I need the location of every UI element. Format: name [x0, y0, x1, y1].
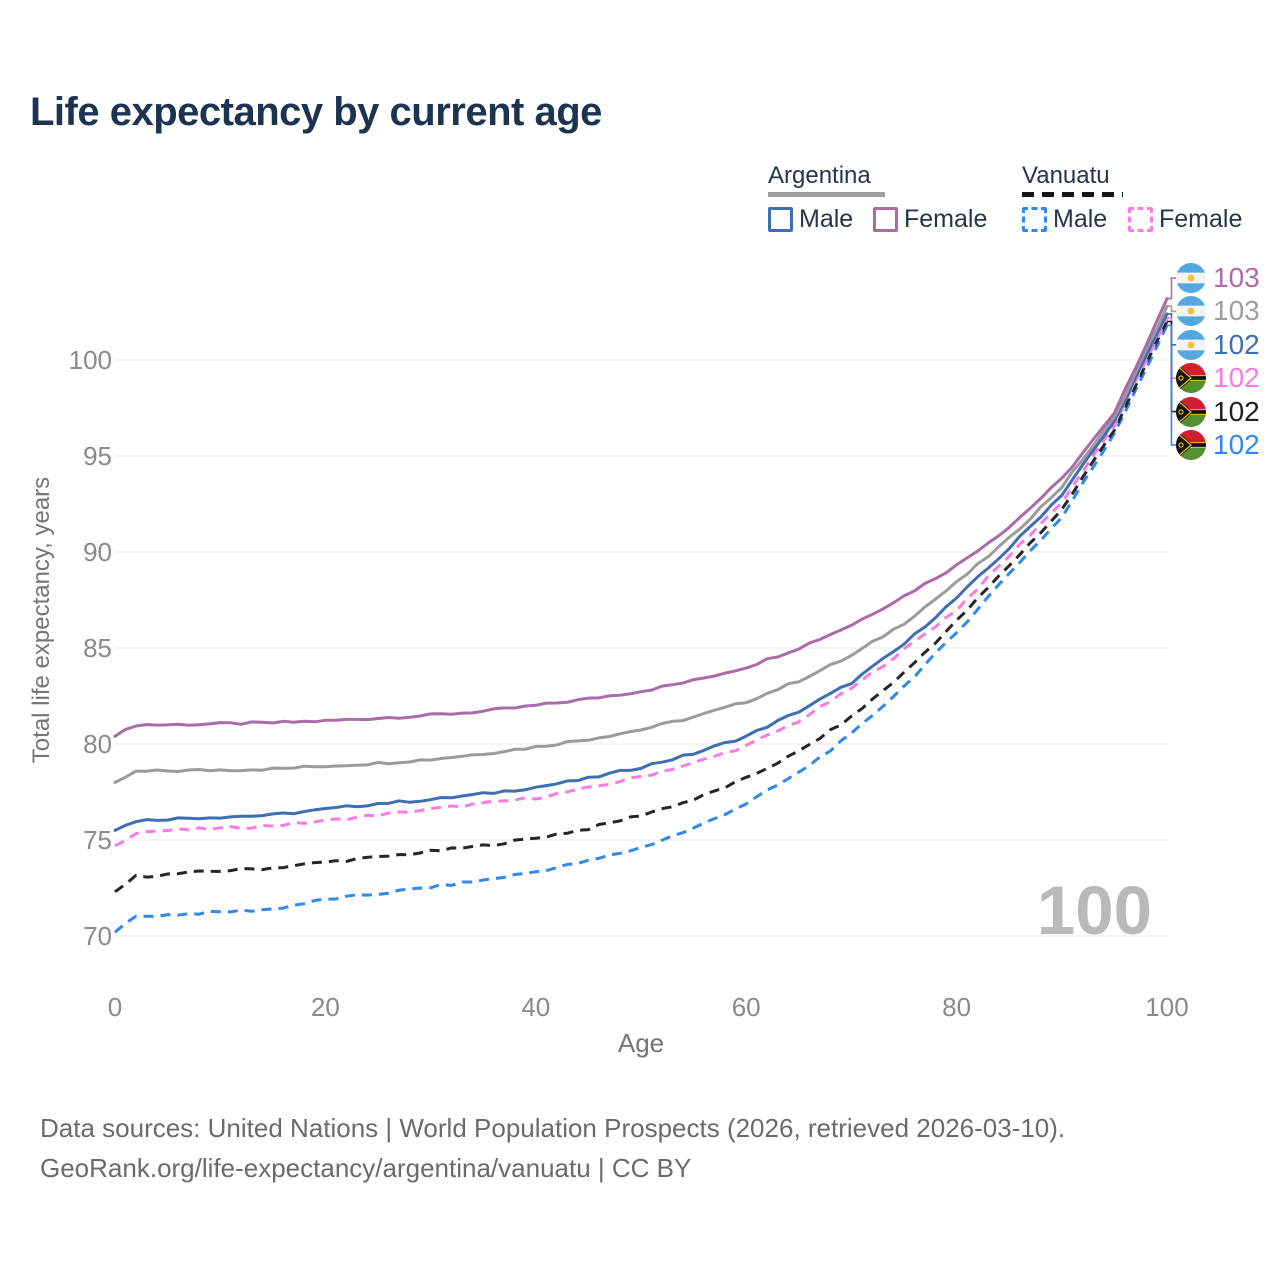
y-tick-label: 90 [83, 537, 112, 567]
vanuatu-dashed-line-sample [1022, 192, 1123, 197]
page-title: Life expectancy by current age [30, 90, 602, 134]
x-tick-label: 100 [1145, 992, 1189, 1022]
series-line-vanuatu-both-sexes [114, 320, 1169, 894]
y-tick-label: 75 [83, 825, 112, 855]
argentina-flag-icon [1176, 296, 1206, 327]
end-value-text: 103 [1213, 262, 1260, 293]
end-value-text: 102 [1213, 328, 1260, 360]
age-counter-watermark: 100 [1036, 872, 1152, 949]
legend-group-vanuatu[interactable]: Vanuatu [1022, 162, 1110, 189]
legend-item-argentina-male[interactable]: Male [768, 205, 853, 234]
vanuatu-flag-icon [1176, 430, 1206, 460]
legend-item-label: Male [1053, 205, 1108, 233]
argentina-solid-line-sample [768, 192, 885, 197]
x-tick-label: 0 [107, 992, 123, 1022]
end-label-leader-line [1167, 277, 1177, 300]
end-value-text: 103 [1213, 295, 1260, 327]
series-end-label: 102 [1176, 429, 1260, 461]
series-line-vanuatu-male [114, 324, 1169, 934]
series-end-label: 102 [1176, 396, 1260, 428]
legend-group-argentina[interactable]: Argentina [768, 162, 871, 189]
vanuatu-flag-icon [1176, 396, 1206, 427]
y-tick-label: 70 [83, 921, 112, 951]
series-end-label: 103 [1176, 262, 1260, 294]
end-label-leader-line [1167, 305, 1177, 313]
x-axis-title: Age [617, 1028, 665, 1058]
legend-item-label: Female [904, 205, 988, 233]
series-line-argentina-both-sexes [113, 304, 1169, 784]
series-line-argentina-female [113, 297, 1169, 738]
y-tick-label: 80 [83, 729, 112, 759]
legend-item-label: Male [799, 205, 854, 233]
argentina-flag-icon [1176, 329, 1206, 360]
legend-item-label: Female [1159, 205, 1243, 233]
x-tick-label: 80 [942, 992, 972, 1022]
x-tick-label: 40 [521, 992, 551, 1022]
argentina-female-swatch-icon [873, 207, 898, 232]
legend-item-vanuatu-female[interactable]: Female [1128, 205, 1242, 234]
vanuatu-male-swatch-icon [1022, 207, 1047, 232]
y-tick-label: 95 [83, 441, 112, 471]
end-label-leader-line [1167, 324, 1177, 446]
series-line-vanuatu-female [114, 317, 1169, 848]
source-credits: Data sources: United Nations | World Pop… [40, 1108, 1065, 1189]
series-end-label: 103 [1176, 295, 1260, 327]
series-end-label: 102 [1176, 329, 1260, 361]
end-value-text: 102 [1213, 362, 1260, 394]
argentina-flag-icon [1176, 263, 1206, 293]
vanuatu-female-swatch-icon [1128, 207, 1153, 232]
legend-item-argentina-female[interactable]: Female [873, 205, 987, 234]
vanuatu-flag-icon [1176, 363, 1206, 394]
y-tick-label: 85 [83, 633, 112, 663]
y-tick-label: 100 [68, 345, 112, 375]
x-tick-label: 20 [310, 992, 340, 1022]
end-value-text: 102 [1213, 395, 1260, 427]
argentina-male-swatch-icon [768, 207, 793, 232]
legend-item-vanuatu-male[interactable]: Male [1022, 205, 1107, 234]
attribution-line: GeoRank.org/life-expectancy/argentina/va… [40, 1153, 692, 1184]
x-tick-label: 60 [731, 992, 761, 1022]
end-value-text: 102 [1213, 429, 1260, 460]
series-line-argentina-male [113, 312, 1169, 832]
data-sources-line: Data sources: United Nations | World Pop… [40, 1113, 1066, 1143]
series-end-label: 102 [1176, 362, 1260, 394]
